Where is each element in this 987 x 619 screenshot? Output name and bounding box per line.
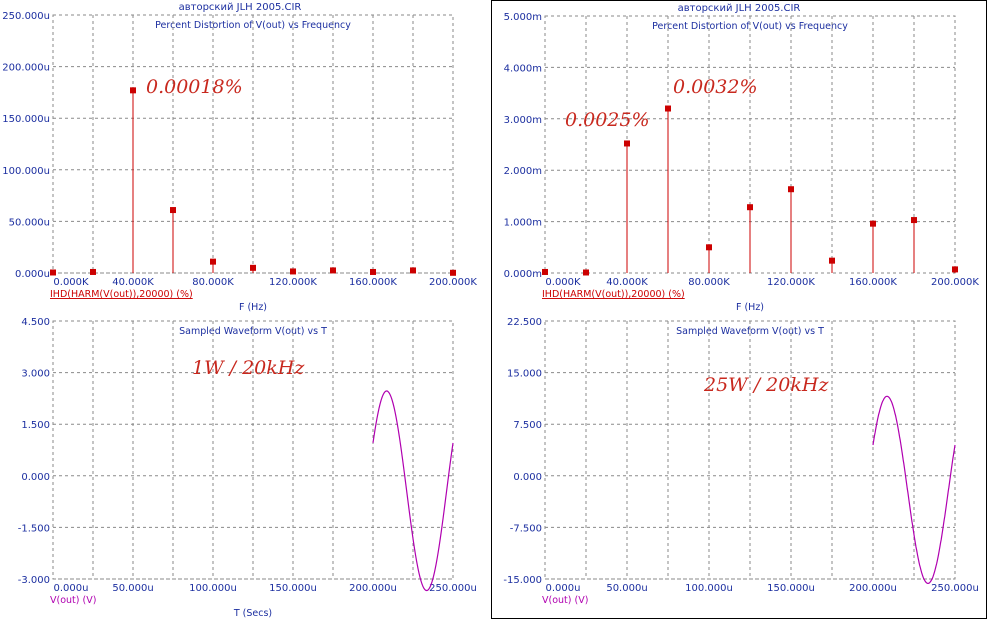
left-charts: Percent Distortion of V(out) vs Frequenc… bbox=[2, 11, 477, 619]
legend-entry: V(out) (V) bbox=[50, 595, 96, 606]
x-tick-label: 120.000K bbox=[269, 277, 317, 288]
harmonic-point bbox=[870, 220, 876, 227]
legend-entry: IHD(HARM(V(out)),20000) (%) bbox=[542, 289, 685, 300]
x-tick-label: 80.000K bbox=[688, 277, 730, 288]
harmonic-point bbox=[130, 87, 136, 94]
plot-title: Percent Distortion of V(out) vs Frequenc… bbox=[155, 20, 351, 31]
y-tick-label: 0.000u bbox=[15, 269, 50, 280]
x-tick-label: 200.000u bbox=[849, 583, 897, 594]
right-panel: авторский JLH 2005.CIR Percent Distortio… bbox=[491, 0, 987, 619]
y-tick-label: -1.500 bbox=[18, 523, 50, 534]
x-tick-label: 50.000u bbox=[112, 583, 153, 594]
x-tick-label: 160.000K bbox=[349, 277, 397, 288]
left-panel: авторский JLH 2005.CIR Percent Distortio… bbox=[0, 0, 480, 619]
harmonic-point bbox=[90, 268, 96, 275]
plot-title: Sampled Waveform V(out) vs T bbox=[676, 326, 824, 337]
y-tick-label: 15.000 bbox=[507, 369, 542, 380]
harmonic-point bbox=[747, 204, 753, 211]
x-tick-label: 80.000K bbox=[192, 277, 234, 288]
power-annotation: 1W / 20kHz bbox=[192, 357, 305, 379]
y-tick-label: 0.000m bbox=[504, 269, 542, 280]
harmonic-point bbox=[706, 244, 712, 251]
x-tick-label: 40.000K bbox=[112, 277, 154, 288]
x-tick-label: 50.000u bbox=[606, 583, 647, 594]
distortion-annotation: 0.0032% bbox=[673, 76, 758, 98]
y-tick-label: 100.000u bbox=[2, 166, 50, 177]
harmonic-point bbox=[370, 268, 376, 275]
harmonic-point bbox=[250, 264, 256, 271]
y-tick-label: 3.000m bbox=[504, 115, 542, 126]
right-charts: Percent Distortion of V(out) vs Frequenc… bbox=[503, 12, 979, 606]
x-tick-label: 200.000K bbox=[931, 277, 979, 288]
x-tick-label: 100.000u bbox=[189, 583, 237, 594]
legend-entry: V(out) (V) bbox=[542, 595, 588, 606]
file-title: авторский JLH 2005.CIR bbox=[178, 2, 302, 13]
x-tick-label: 40.000K bbox=[606, 277, 648, 288]
plot-title: Percent Distortion of V(out) vs Frequenc… bbox=[652, 21, 848, 32]
harmonic-point bbox=[583, 269, 589, 276]
harmonic-point bbox=[624, 140, 630, 147]
harmonic-point bbox=[450, 269, 456, 276]
x-tick-label: 200.000u bbox=[349, 583, 397, 594]
x-tick-label: 160.000K bbox=[849, 277, 897, 288]
harmonic-point bbox=[330, 267, 336, 274]
file-title: авторский JLH 2005.CIR bbox=[677, 3, 801, 14]
y-tick-label: -3.000 bbox=[18, 575, 50, 586]
x-tick-label: 120.000K bbox=[767, 277, 815, 288]
plot-frame bbox=[544, 320, 956, 580]
harmonic-point bbox=[290, 268, 296, 275]
x-tick-label: 0.000K bbox=[53, 277, 89, 288]
plot-frame bbox=[52, 320, 454, 580]
harmonic-point bbox=[829, 257, 835, 264]
x-tick-label: 250.000u bbox=[931, 583, 979, 594]
y-tick-label: 5.000m bbox=[504, 12, 542, 23]
distortion-annotation: 0.00018% bbox=[146, 76, 243, 98]
x-axis-label: F (Hz) bbox=[239, 302, 267, 313]
y-tick-label: 250.000u bbox=[2, 11, 50, 22]
y-tick-label: 150.000u bbox=[2, 114, 50, 125]
legend-entry: IHD(HARM(V(out)),20000) (%) bbox=[50, 289, 193, 300]
x-tick-label: 150.000u bbox=[269, 583, 317, 594]
harmonic-point bbox=[210, 258, 216, 265]
distortion-annotation: 0.0025% bbox=[565, 109, 650, 131]
y-tick-label: 4.000m bbox=[504, 63, 542, 74]
y-tick-label: 3.000 bbox=[21, 369, 50, 380]
y-tick-label: 0.000 bbox=[513, 472, 542, 483]
x-tick-label: 200.000K bbox=[429, 277, 477, 288]
y-tick-label: 0.000 bbox=[21, 472, 50, 483]
y-tick-label: -7.500 bbox=[510, 523, 542, 534]
y-tick-label: 4.500 bbox=[21, 317, 50, 328]
x-tick-label: 150.000u bbox=[767, 583, 815, 594]
x-tick-label: 0.000K bbox=[545, 277, 581, 288]
y-tick-label: 22.500 bbox=[507, 317, 542, 328]
harmonic-point bbox=[50, 269, 56, 276]
harmonic-point bbox=[170, 207, 176, 214]
waveform-trace bbox=[372, 390, 454, 592]
y-tick-label: 2.000m bbox=[504, 166, 542, 177]
x-tick-label: 0.000u bbox=[54, 583, 89, 594]
x-tick-label: 100.000u bbox=[685, 583, 733, 594]
y-tick-label: 7.500 bbox=[513, 420, 542, 431]
harmonic-point bbox=[542, 268, 548, 275]
x-axis-label: F (Hz) bbox=[736, 302, 764, 313]
y-tick-label: 200.000u bbox=[2, 63, 50, 74]
x-tick-label: 0.000u bbox=[546, 583, 581, 594]
plot-title: Sampled Waveform V(out) vs T bbox=[179, 326, 327, 337]
y-tick-label: 1.500 bbox=[21, 420, 50, 431]
harmonic-point bbox=[911, 217, 917, 224]
x-axis-label: T (Secs) bbox=[233, 608, 272, 619]
y-tick-label: 50.000u bbox=[9, 217, 50, 228]
x-tick-label: 250.000u bbox=[429, 583, 477, 594]
y-tick-label: -15.000 bbox=[503, 575, 542, 586]
harmonic-point bbox=[788, 186, 794, 193]
y-tick-label: 1.000m bbox=[504, 218, 542, 229]
harmonic-point bbox=[410, 267, 416, 274]
power-annotation: 25W / 20kHz bbox=[704, 374, 829, 396]
harmonic-point bbox=[665, 105, 671, 112]
waveform-trace bbox=[872, 395, 956, 584]
harmonic-point bbox=[952, 266, 958, 273]
